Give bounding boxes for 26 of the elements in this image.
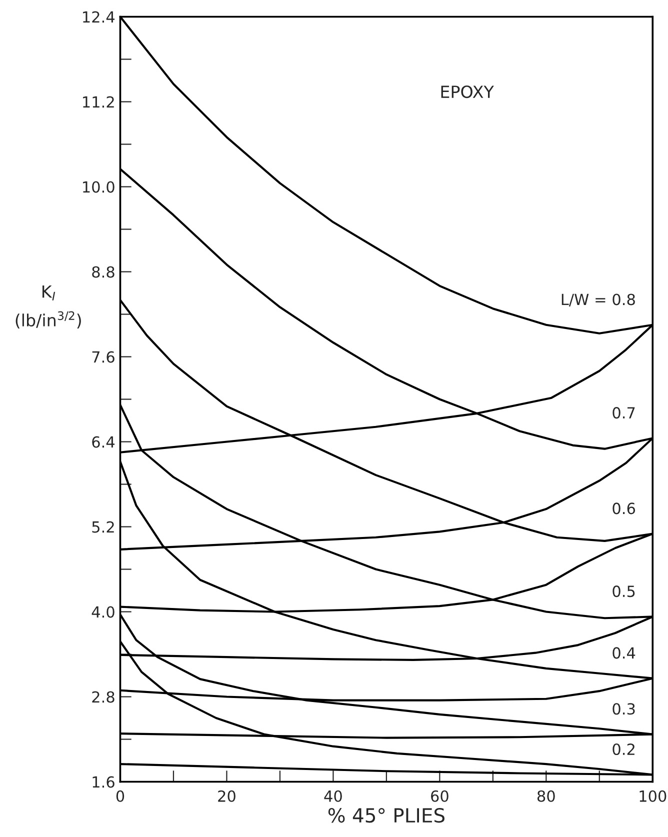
- y-tick-label: 1.6: [92, 776, 114, 788]
- series-label: 0.6: [612, 502, 636, 514]
- series-label: 0.4: [612, 647, 636, 659]
- x-tick-label: 0: [116, 790, 124, 802]
- series-label: 0.3: [612, 703, 635, 715]
- y-tick-label: 2.8: [92, 691, 114, 703]
- y-tick-label: 5.2: [92, 521, 114, 533]
- series-label: 0.5: [612, 586, 635, 598]
- x-axis-title: % 45° PLIES: [328, 808, 444, 823]
- x-tick-label: 60: [431, 790, 448, 802]
- series-label: 0.2: [612, 743, 634, 756]
- x-tick-label: 40: [324, 790, 342, 802]
- annotation: EPOXY: [441, 85, 494, 98]
- y-axis-title: K$_{I}$ (lb/in$^{3/2}$): [16, 286, 81, 328]
- series-label: L/W = 0.8: [562, 294, 635, 306]
- y-tick-label: 4.0: [92, 606, 114, 618]
- y-tick-label: 7.6: [92, 351, 114, 363]
- x-tick-label: 100: [640, 790, 666, 802]
- y-tick-label: 8.8: [92, 266, 114, 278]
- y-tick-label: 6.4: [92, 436, 115, 448]
- y-tick-label: 11.2: [83, 96, 114, 108]
- x-tick-label: 20: [218, 790, 236, 802]
- x-tick-label: 80: [537, 790, 555, 802]
- y-tick-label: 12.4: [83, 11, 115, 23]
- y-tick-label: 10.0: [83, 181, 114, 193]
- series-label: 0.7: [612, 407, 635, 419]
